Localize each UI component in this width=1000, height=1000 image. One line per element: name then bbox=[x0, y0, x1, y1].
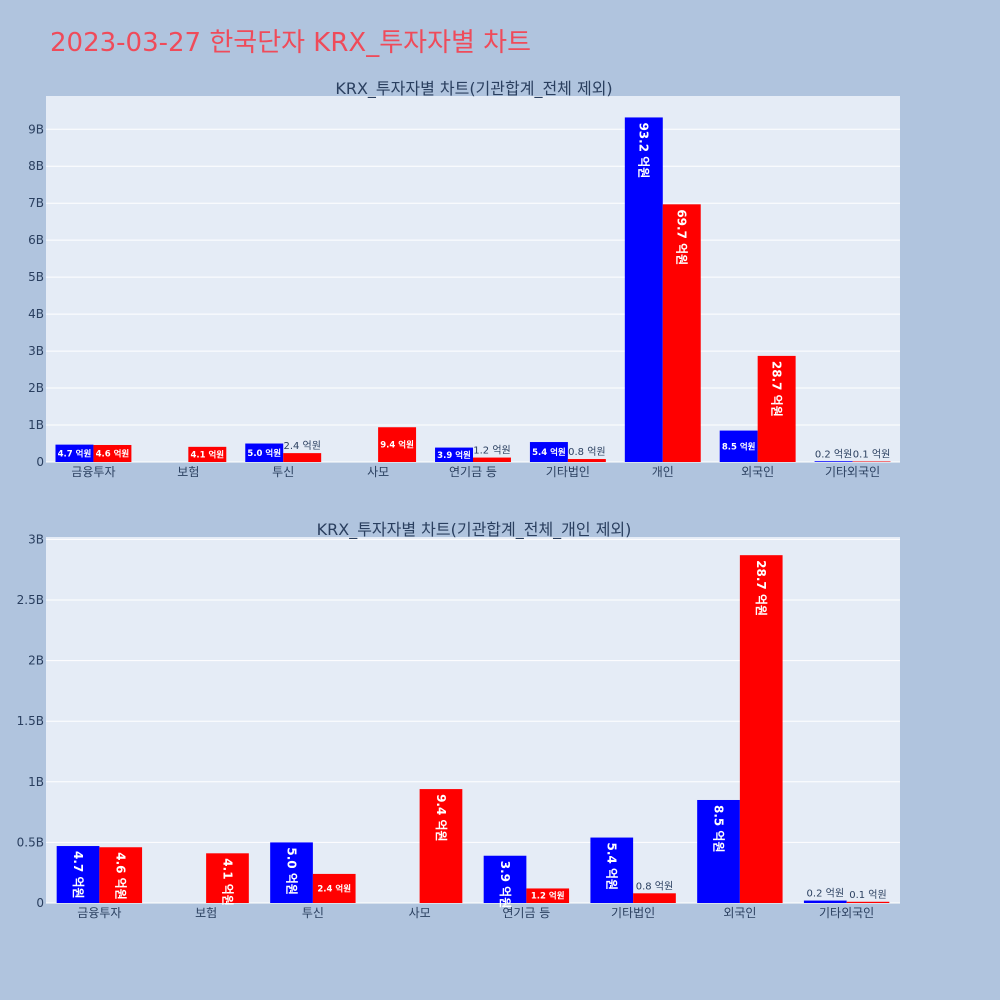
bar-buy bbox=[719, 430, 758, 462]
bar-sell bbox=[99, 847, 143, 903]
y-tick-label: 5B bbox=[28, 270, 44, 284]
bar-sell bbox=[662, 204, 701, 462]
chart-bottom: 0 0.5B 1B 1.5B 2B 2.5B 3B KRX_투자자별 차트(기관합계_전체_개… bbox=[17, 520, 900, 920]
data-label: 9.4 억원 bbox=[434, 794, 448, 842]
x-tick-label: 보험 bbox=[177, 465, 199, 479]
data-label: 5.0 억원 bbox=[284, 847, 298, 895]
y-tick-label: 8B bbox=[28, 159, 44, 173]
bar-buy bbox=[270, 842, 313, 903]
bar-sell bbox=[378, 427, 417, 462]
bar-sell bbox=[633, 893, 676, 903]
bar-sell bbox=[852, 461, 891, 462]
bar-buy bbox=[697, 799, 740, 903]
x-tick-label: 기타법인 bbox=[546, 465, 590, 479]
y-tick-label: 1.5B bbox=[17, 714, 44, 728]
bar-buy bbox=[814, 461, 853, 462]
x-tick-label: 개인 bbox=[652, 465, 674, 479]
x-tick-label: 연기금 등 bbox=[502, 906, 550, 920]
data-label: 28.7 억원 bbox=[754, 560, 768, 616]
data-label: 1.2 억원 bbox=[473, 445, 510, 457]
y-tick-label: 1B bbox=[28, 775, 44, 789]
y-tick-label: 9B bbox=[28, 122, 44, 136]
data-label: 0.8 억원 bbox=[568, 446, 605, 458]
data-label: 28.7 억원 bbox=[769, 361, 783, 417]
bar-buy bbox=[55, 444, 94, 462]
y-tick-label: 2B bbox=[28, 381, 44, 395]
data-label: 4.7 억원 bbox=[71, 851, 85, 899]
page-title: 2023-03-27 한국단자 KRX_투자자별 차트 bbox=[50, 28, 532, 58]
bar-sell bbox=[93, 444, 132, 462]
data-label: 4.6 억원 bbox=[114, 852, 128, 900]
y-tick-label: 0.5B bbox=[17, 835, 44, 849]
data-label: 4.1 억원 bbox=[220, 858, 234, 906]
data-label: 5.4 억원 bbox=[605, 843, 619, 891]
bar-buy bbox=[590, 837, 634, 903]
x-tick-label: 외국인 bbox=[741, 465, 774, 479]
bar-buy bbox=[435, 447, 473, 462]
x-tick-label: 투신 bbox=[272, 465, 294, 479]
data-label: 4.7 억원 bbox=[58, 448, 92, 459]
bar-sell bbox=[312, 873, 356, 903]
data-label: 5.4 억원 bbox=[532, 447, 566, 458]
x-tick-label: 사모 bbox=[367, 465, 389, 479]
x-tick-label: 기타외국인 bbox=[825, 465, 880, 479]
data-label: 4.6 억원 bbox=[96, 448, 130, 459]
data-label: 4.1 억원 bbox=[190, 449, 224, 460]
y-tick-label: 4B bbox=[28, 307, 44, 321]
data-label: 0.2 억원 bbox=[815, 448, 852, 460]
bar-sell bbox=[188, 446, 227, 462]
data-label: 0.2 억원 bbox=[807, 888, 844, 900]
data-label: 0.8 억원 bbox=[636, 880, 673, 892]
data-label: 0.1 억원 bbox=[849, 889, 886, 901]
data-label: 93.2 억원 bbox=[637, 122, 651, 178]
data-label: 0.1 억원 bbox=[853, 449, 890, 461]
x-tick-label: 금융투자 bbox=[71, 465, 115, 479]
y-tick-label: 2.5B bbox=[17, 593, 44, 607]
bar-sell bbox=[846, 901, 890, 903]
y-tick-label: 2B bbox=[28, 654, 44, 668]
y-tick-label: 1B bbox=[28, 418, 44, 432]
data-label: 9.4 억원 bbox=[380, 440, 414, 451]
bar-buy bbox=[245, 443, 284, 462]
bar-sell bbox=[473, 457, 511, 462]
chart-title: KRX_투자자별 차트(기관합계_전체_개인 제외) bbox=[317, 520, 632, 540]
y-tick-label: 0 bbox=[36, 896, 44, 910]
data-label: 2.4 억원 bbox=[283, 440, 320, 452]
x-tick-label: 금융투자 bbox=[77, 906, 121, 920]
bar-sell bbox=[283, 453, 322, 462]
data-label: 1.2 억원 bbox=[531, 891, 565, 902]
y-tick-label: 7B bbox=[28, 196, 44, 210]
y-tick-label: 6B bbox=[28, 233, 44, 247]
x-tick-label: 외국인 bbox=[723, 906, 756, 920]
x-tick-label: 기타외국인 bbox=[819, 906, 874, 920]
x-tick-label: 기타법인 bbox=[611, 906, 655, 920]
bar-buy bbox=[56, 846, 100, 903]
x-tick-label: 보험 bbox=[195, 906, 217, 920]
bar-sell bbox=[526, 888, 570, 903]
x-tick-label: 사모 bbox=[409, 906, 431, 920]
bar-sell bbox=[757, 355, 796, 462]
bar-buy bbox=[483, 855, 527, 903]
y-tick-label: 3B bbox=[28, 344, 44, 358]
data-label: 8.5 억원 bbox=[711, 805, 725, 853]
bar-sell bbox=[206, 853, 249, 903]
data-label: 3.9 억원 bbox=[437, 450, 471, 461]
y-tick-label: 3B bbox=[28, 532, 44, 546]
bar-buy bbox=[624, 117, 663, 463]
chart-top: 0 1B 2B 3B 4B 5B 6B 7B 8B 9B KRX_투자자별 차트(기관합계_전체 제… bbox=[28, 79, 900, 479]
y-tick-label: 0 bbox=[36, 455, 44, 469]
data-label: 69.7 억원 bbox=[675, 209, 689, 265]
data-label: 5.0 억원 bbox=[247, 448, 281, 459]
data-label: 8.5 억원 bbox=[722, 441, 756, 452]
bar-buy bbox=[803, 900, 847, 903]
data-label: 3.9 억원 bbox=[498, 861, 512, 909]
x-tick-label: 연기금 등 bbox=[449, 465, 497, 479]
bar-sell bbox=[419, 789, 463, 903]
bar-buy bbox=[529, 442, 568, 462]
bar-sell bbox=[567, 459, 606, 462]
data-label: 2.4 억원 bbox=[317, 883, 351, 894]
bar-sell bbox=[739, 555, 783, 903]
chart-title: KRX_투자자별 차트(기관합계_전체 제외) bbox=[335, 79, 612, 99]
x-tick-label: 투신 bbox=[302, 906, 324, 920]
